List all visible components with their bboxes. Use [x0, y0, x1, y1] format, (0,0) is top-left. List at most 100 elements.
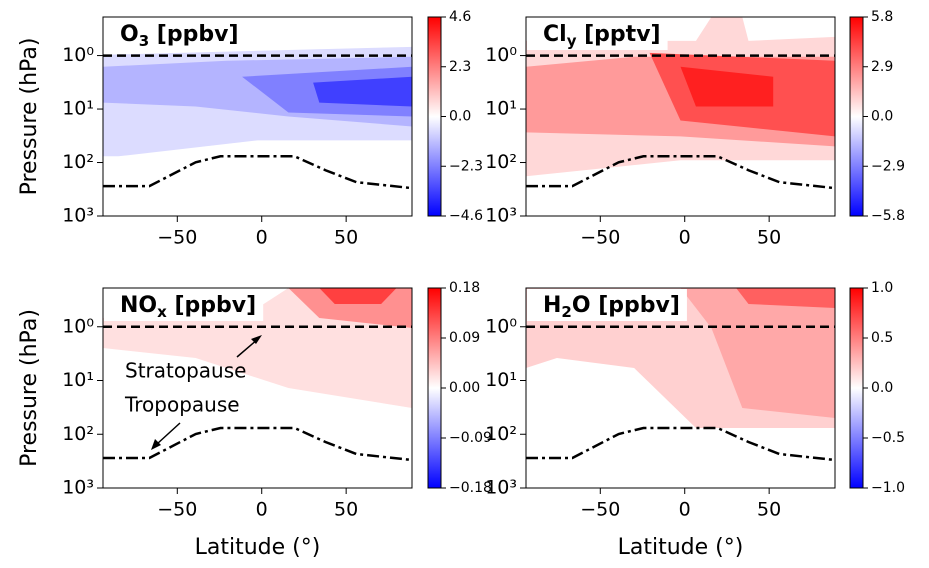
y-tick-label: 10¹	[62, 369, 94, 391]
y-tick-label: 10⁰	[485, 44, 517, 66]
y-tick-label: 10²	[62, 423, 94, 445]
axes-frame	[102, 287, 413, 489]
x-tick-label: 0	[256, 499, 268, 521]
y-tick-label: 10¹	[485, 98, 517, 120]
panel-title: Cly [pptv]	[543, 22, 661, 50]
tropopause-line	[526, 155, 835, 190]
title-box	[104, 289, 264, 321]
y-tick-label: 10⁰	[62, 44, 94, 66]
colorbar	[427, 287, 442, 489]
y-tick-label: 10⁰	[485, 315, 517, 337]
annotation: Tropopause	[124, 393, 240, 417]
x-tick-label: 50	[334, 227, 358, 249]
panel: −50 0 50 10⁰ 10¹ 10² 10³ 0.18 0.09 0.00 −0.09 −0.18…	[17, 280, 492, 560]
colorbar-label: −0.09	[449, 430, 492, 446]
contour-level	[680, 66, 774, 107]
panel: −50 0 50 10⁰ 10¹ 10² 10³ 5.8 2.9 0.0 −2.9 −5.8 Cly […	[485, 9, 905, 249]
x-tick-label: 0	[679, 227, 691, 249]
title-sub: y	[567, 32, 577, 50]
colorbar-label: −4.6	[449, 208, 483, 224]
title-unit: [pptv]	[576, 22, 660, 47]
colorbar-label: 2.9	[871, 59, 893, 75]
title-box	[527, 18, 668, 50]
title-sub: 2	[561, 303, 571, 321]
panel-title: H2O [ppbv]	[543, 293, 680, 321]
y-tick-label: 10¹	[485, 369, 517, 391]
y-tick-label: 10³	[62, 477, 94, 499]
x-axis-label: Latitude (°)	[195, 535, 321, 560]
colorbar-label: 1.0	[871, 280, 893, 296]
colorbar-label: 4.6	[449, 9, 471, 25]
x-tick-label: −50	[580, 499, 620, 521]
contour-level	[319, 288, 397, 304]
x-tick-label: 50	[334, 499, 358, 521]
x-tick-label: 50	[757, 499, 781, 521]
axes-frame	[525, 16, 836, 217]
colorbar-label: 0.09	[449, 330, 480, 346]
colorbar-label: −2.3	[449, 158, 483, 174]
title-main: NO	[120, 293, 157, 318]
x-axis-label: Latitude (°)	[618, 535, 744, 560]
x-tick-label: −50	[580, 227, 620, 249]
colorbar-label: 2.3	[449, 59, 471, 75]
title-unit: [ppbv]	[167, 293, 256, 318]
contour-level	[680, 288, 835, 418]
colorbar-label: −0.18	[449, 480, 492, 496]
x-tick-label: 50	[757, 227, 781, 249]
title-sub: x	[157, 303, 167, 321]
x-tick-label: −50	[157, 227, 197, 249]
colorbar-label: 0.0	[871, 109, 893, 125]
x-tick-label: −50	[157, 499, 197, 521]
panel: −50 0 50 10⁰ 10¹ 10² 10³ 4.6 2.3 0.0 −2.3 −4.6 O3 [p…	[17, 9, 483, 249]
arrowhead	[251, 335, 262, 344]
y-tick-label: 10³	[485, 477, 517, 499]
contour-level	[313, 76, 412, 107]
colorbar-label: −0.5	[871, 430, 905, 446]
title-box	[104, 18, 246, 50]
colorbar-label: 5.8	[871, 9, 893, 25]
contour-field	[526, 17, 835, 190]
colorbar-label: 0.00	[449, 380, 480, 396]
x-tick-label: 0	[256, 227, 268, 249]
title-main: H	[543, 293, 561, 318]
title-unit: [ppbv]	[149, 22, 238, 47]
arrowhead	[151, 439, 161, 450]
colorbar	[849, 287, 864, 489]
y-tick-label: 10²	[62, 151, 94, 173]
colorbar-label: 0.18	[449, 280, 480, 296]
colorbar-label: −5.8	[871, 208, 905, 224]
colorbar-label: −1.0	[871, 480, 905, 496]
y-tick-label: 10³	[485, 205, 517, 227]
contour-field	[526, 288, 835, 462]
y-tick-label: 10²	[485, 151, 517, 173]
tropopause-line	[103, 155, 412, 190]
title-box	[527, 289, 687, 321]
title-main: O	[120, 22, 139, 47]
y-tick-label: 10²	[485, 423, 517, 445]
title-sub: 3	[139, 32, 149, 50]
y-axis-label: Pressure (hPa)	[17, 309, 42, 467]
panel-title: O3 [ppbv]	[120, 22, 239, 50]
annotation: Stratopause	[125, 359, 246, 383]
title-unit: O [ppbv]	[572, 293, 680, 318]
contour-level	[736, 288, 835, 308]
colorbar-label: 0.5	[871, 330, 893, 346]
panel-title: NOx [ppbv]	[120, 293, 256, 321]
y-tick-label: 10³	[62, 205, 94, 227]
y-axis-label: Pressure (hPa)	[17, 38, 42, 196]
tropopause-line	[103, 426, 412, 462]
colorbar	[849, 16, 864, 217]
panel: −50 0 50 10⁰ 10¹ 10² 10³ 1.0 0.5 0.0 −0.5 −1.0 H2O […	[485, 280, 905, 560]
arrow	[156, 422, 181, 445]
title-main: Cl	[543, 22, 567, 47]
colorbar	[427, 16, 442, 217]
tropopause-line	[526, 426, 835, 462]
axes-frame	[102, 16, 413, 217]
x-tick-label: 0	[679, 499, 691, 521]
colorbar-label: 0.0	[449, 109, 471, 125]
contour-field	[103, 46, 412, 190]
axes-frame	[525, 287, 836, 489]
y-tick-label: 10⁰	[62, 315, 94, 337]
colorbar-label: 0.0	[871, 380, 893, 396]
